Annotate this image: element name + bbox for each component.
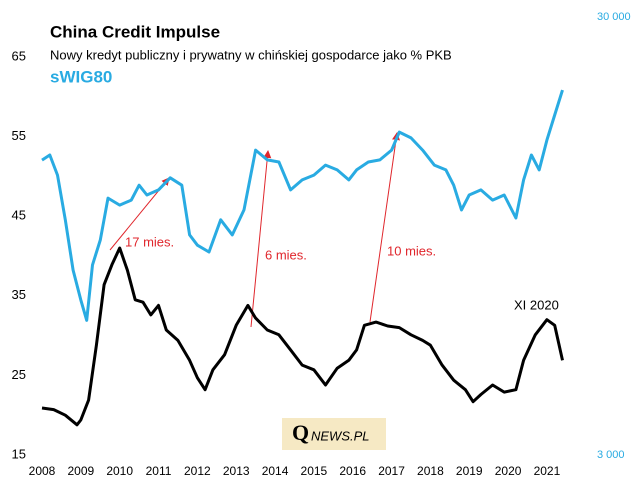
annotation: XI 2020 bbox=[514, 297, 559, 312]
x-tick-label: 2021 bbox=[534, 464, 561, 478]
logo-box bbox=[282, 418, 386, 450]
x-tick-label: 2008 bbox=[29, 464, 56, 478]
x-tick-label: 2012 bbox=[184, 464, 211, 478]
arrow bbox=[369, 132, 400, 323]
annotation: 6 mies. bbox=[265, 247, 307, 262]
chart-subtitle: Nowy kredyt publiczny i prywatny w chińs… bbox=[50, 47, 452, 62]
x-tick-label: 2018 bbox=[417, 464, 444, 478]
logo-q: Q bbox=[292, 420, 309, 445]
y-tick-label: 25 bbox=[12, 367, 26, 382]
x-tick-label: 2017 bbox=[378, 464, 405, 478]
x-tick-label: 2009 bbox=[67, 464, 94, 478]
x-tick-label: 2010 bbox=[106, 464, 133, 478]
y-tick-label: 35 bbox=[12, 287, 26, 302]
x-tick-label: 2015 bbox=[301, 464, 328, 478]
x-tick-label: 2016 bbox=[339, 464, 366, 478]
logo-text: NEWS.PL bbox=[311, 428, 370, 443]
x-tick-label: 2020 bbox=[495, 464, 522, 478]
x-tick-label: 2011 bbox=[146, 464, 172, 478]
x-tick-label: 2013 bbox=[223, 464, 250, 478]
y-tick-label: 45 bbox=[12, 208, 26, 223]
series-line bbox=[41, 89, 564, 322]
x-tick-label: 2019 bbox=[456, 464, 483, 478]
y2-tick-label: 3 000 bbox=[597, 449, 625, 461]
chart-title: China Credit Impulse bbox=[50, 22, 220, 41]
annotation: 10 mies. bbox=[387, 243, 436, 258]
series-line bbox=[41, 246, 564, 427]
y-tick-label: 15 bbox=[12, 446, 26, 461]
y-tick-label: 65 bbox=[12, 48, 26, 63]
y-tick-label: 55 bbox=[12, 128, 26, 143]
series-label: sWIG80 bbox=[50, 67, 112, 86]
x-tick-label: 2014 bbox=[262, 464, 289, 478]
y2-tick-label: 30 000 bbox=[597, 11, 631, 23]
arrow bbox=[250, 150, 272, 328]
annotation: 17 mies. bbox=[125, 234, 174, 249]
